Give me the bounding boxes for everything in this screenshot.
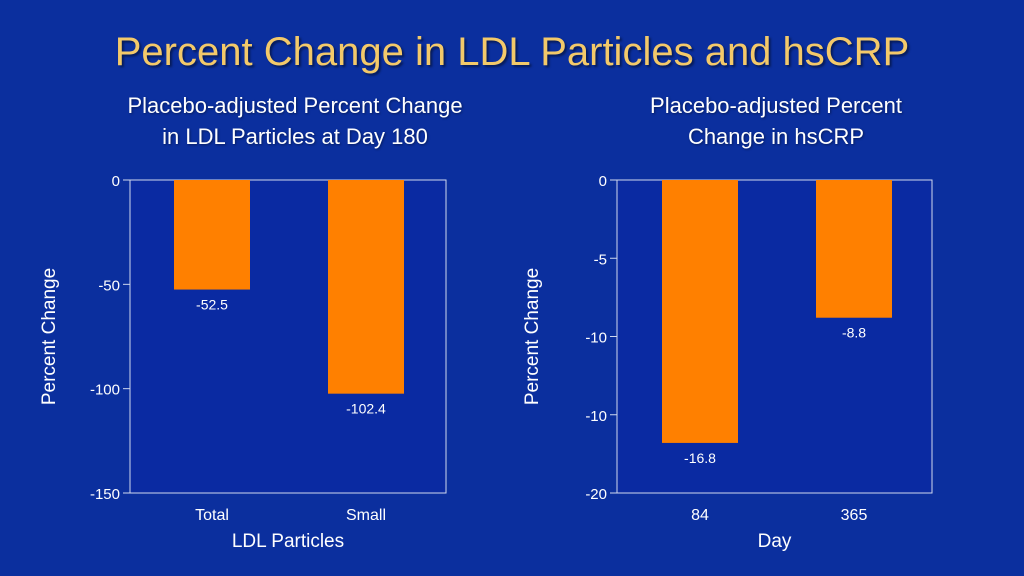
chart-2-bar-0 xyxy=(662,180,738,443)
chart-2-ytick-label-4: -20 xyxy=(585,486,607,503)
chart-2-data-label-0: -16.8 xyxy=(684,450,716,466)
chart-2-category-label-0: 84 xyxy=(691,507,709,524)
chart-2-title: Placebo-adjusted Percent Change in hsCRP xyxy=(566,90,986,152)
chart-1-ytick-label-3: -150 xyxy=(90,486,120,503)
chart-1-ytick-label-1: -50 xyxy=(98,277,120,294)
chart-1-y-axis-label: Percent Change xyxy=(39,268,60,405)
chart-1-title: Placebo-adjusted Percent Change in LDL P… xyxy=(85,90,505,152)
chart-2-ytick-label-2: -10 xyxy=(585,330,607,347)
chart-2-ytick-label-3: -10 xyxy=(585,408,607,425)
slide-title: Percent Change in LDL Particles and hsCR… xyxy=(114,30,910,74)
chart-1-category-label-0: Total xyxy=(195,507,229,524)
chart-2-data-label-1: -8.8 xyxy=(842,325,866,341)
chart-1-ytick-label-0: 0 xyxy=(112,173,120,190)
chart-1-bar-1 xyxy=(328,180,404,394)
chart-2-ytick-label-0: 0 xyxy=(599,173,607,190)
chart-1-x-axis-label: LDL Particles xyxy=(232,531,344,552)
chart-1-data-label-0: -52.5 xyxy=(196,297,228,313)
chart-1-title-line-2: in LDL Particles at Day 180 xyxy=(162,124,428,149)
chart-2-y-axis-label: Percent Change xyxy=(522,268,543,405)
chart-2-category-label-1: 365 xyxy=(841,507,868,524)
chart-1-ytick-label-2: -100 xyxy=(90,382,120,399)
chart-2-title-line-2: Change in hsCRP xyxy=(687,124,865,149)
chart-2-title-line-1: Placebo-adjusted Percent xyxy=(650,93,902,118)
chart-1-category-label-1: Small xyxy=(346,507,386,524)
chart-1-title-line-1: Placebo-adjusted Percent Change xyxy=(127,93,463,118)
chart-1-data-label-1: -102.4 xyxy=(346,401,386,417)
chart-1-bar-0 xyxy=(174,180,250,290)
chart-2-x-axis-label: Day xyxy=(758,531,792,552)
chart-2-bar-1 xyxy=(816,180,892,318)
chart-2-ytick-label-1: -5 xyxy=(594,251,607,268)
